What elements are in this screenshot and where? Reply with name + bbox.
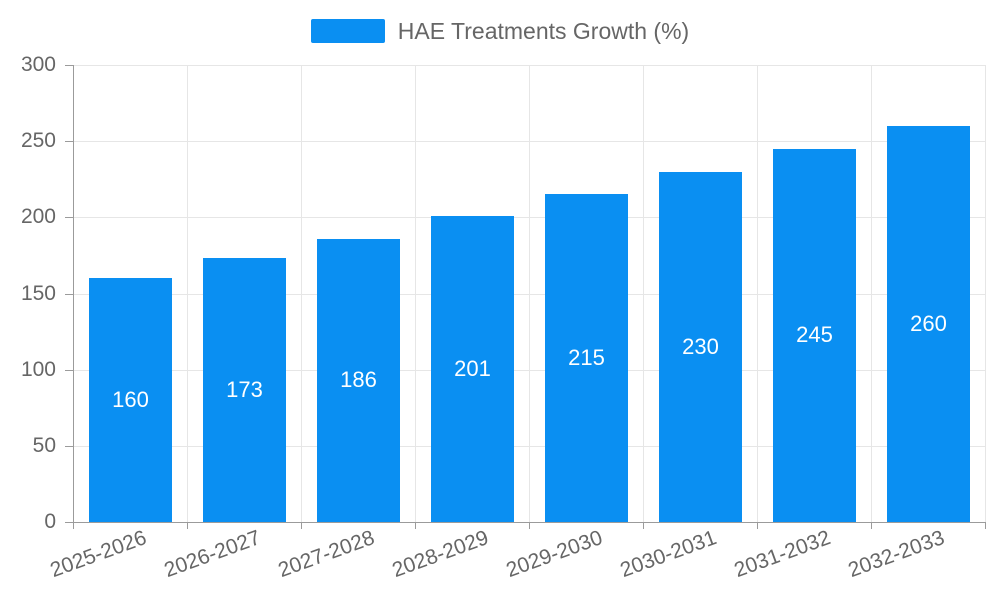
x-gridline — [301, 65, 302, 522]
y-gridline — [73, 141, 985, 142]
legend-label: HAE Treatments Growth (%) — [397, 18, 690, 44]
x-gridline — [757, 65, 758, 522]
x-gridline — [187, 65, 188, 522]
x-tick-mark — [187, 522, 188, 529]
legend-swatch — [310, 19, 385, 43]
y-tick-mark — [65, 141, 73, 142]
y-tick-label: 0 — [44, 510, 56, 533]
bar[interactable] — [545, 194, 628, 522]
bar[interactable] — [773, 149, 856, 522]
x-gridline — [871, 65, 872, 522]
legend-item[interactable]: HAE Treatments Growth (%) — [0, 19, 1000, 43]
y-tick-mark — [65, 65, 73, 66]
x-tick-mark — [757, 522, 758, 529]
y-tick-mark — [65, 370, 73, 371]
x-tick-mark — [985, 522, 986, 529]
x-tick-mark — [871, 522, 872, 529]
bar[interactable] — [659, 172, 742, 522]
y-tick-mark — [65, 217, 73, 218]
x-tick-mark — [415, 522, 416, 529]
bar[interactable] — [317, 239, 400, 522]
y-tick-label: 150 — [20, 282, 56, 305]
x-gridline — [643, 65, 644, 522]
bar[interactable] — [887, 126, 970, 522]
x-gridline — [529, 65, 530, 522]
y-tick-label: 300 — [20, 53, 56, 76]
y-tick-mark — [65, 446, 73, 447]
y-tick-label: 250 — [20, 129, 56, 152]
y-tick-label: 200 — [20, 205, 56, 228]
x-axis-line — [65, 522, 985, 523]
x-tick-mark — [643, 522, 644, 529]
bar[interactable] — [203, 258, 286, 522]
x-gridline — [985, 65, 986, 522]
y-tick-label: 50 — [32, 434, 56, 457]
x-gridline — [415, 65, 416, 522]
y-axis-line — [73, 65, 74, 529]
bar[interactable] — [89, 278, 172, 522]
y-tick-mark — [65, 294, 73, 295]
y-tick-label: 100 — [20, 358, 56, 381]
bar[interactable] — [431, 216, 514, 522]
x-tick-mark — [529, 522, 530, 529]
y-gridline — [73, 65, 985, 66]
x-tick-mark — [301, 522, 302, 529]
